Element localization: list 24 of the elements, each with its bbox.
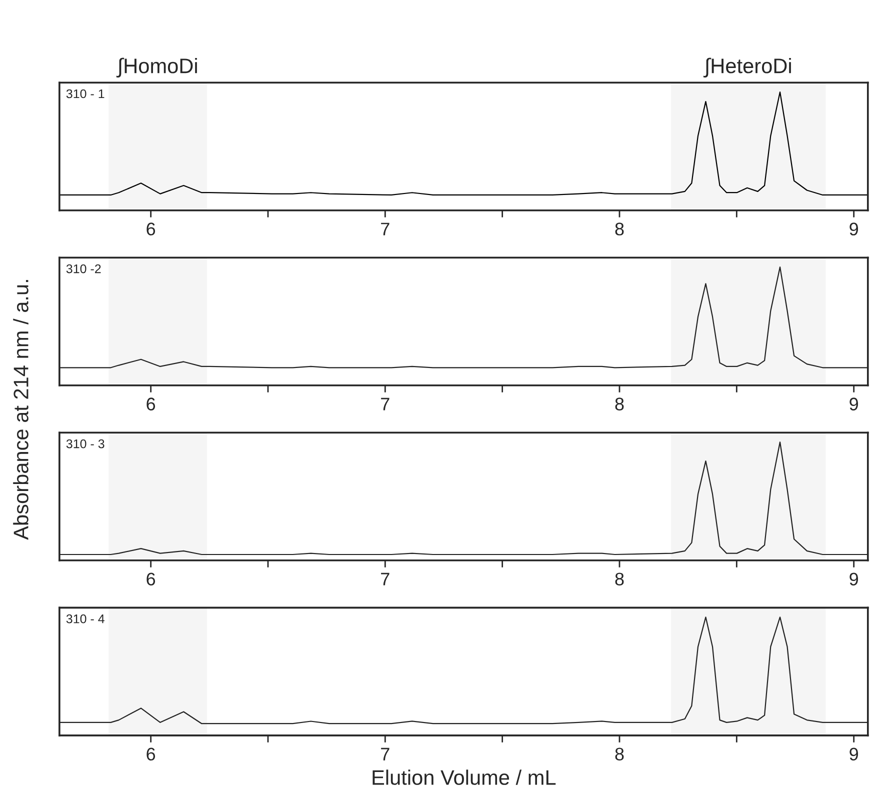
x-tick-label: 9	[850, 748, 858, 760]
x-tick-label: 7	[381, 222, 390, 236]
x-tick-label: 9	[850, 572, 858, 586]
x-tick-label: 6	[146, 398, 156, 410]
chart-title: 310 -2	[66, 264, 101, 274]
x-tick-label: 7	[381, 572, 390, 586]
x-tick-label: 7	[381, 748, 390, 760]
x-tick-label: 7	[381, 398, 390, 410]
x-tick-label: 6	[146, 572, 156, 586]
chart-title: 310 - 3	[66, 439, 104, 448]
x-tick-label: 8	[615, 572, 624, 586]
band-label: ∫HeteroDi	[703, 58, 791, 78]
x-tick-label: 8	[615, 222, 624, 236]
x-tick-label: 6	[146, 222, 156, 236]
x-tick-label: 8	[615, 398, 624, 410]
band-label: ∫HomoDi	[116, 58, 197, 78]
y-axis-title: Absorbance at 214 nm / a.u.	[13, 280, 28, 540]
x-tick-label: 9	[850, 222, 858, 236]
chart-title: 310 - 1	[66, 89, 104, 98]
x-axis-title: Elution Volume / mL	[372, 770, 556, 785]
x-tick-label: 8	[615, 748, 624, 760]
x-tick-label: 9	[850, 398, 858, 410]
chart-title: 310 - 4	[66, 614, 104, 624]
x-tick-label: 6	[146, 748, 156, 760]
